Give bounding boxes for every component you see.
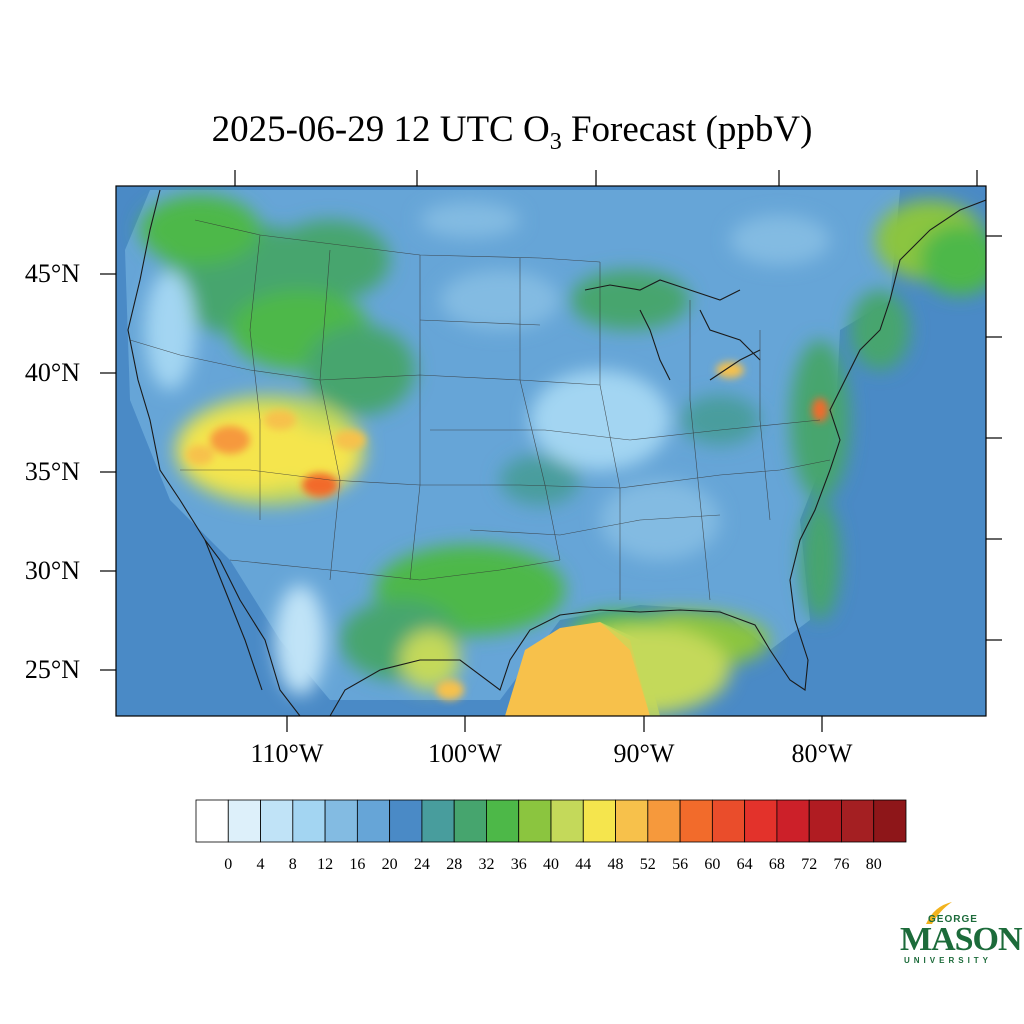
lat-label-25n: 25°N: [24, 655, 80, 684]
gmu-logo: GEORGE MASON UNIVERSITY: [896, 896, 1023, 968]
state-borders: [129, 219, 831, 601]
logo-mason-text: MASON: [900, 921, 1023, 958]
lon-label-80w: 80°W: [791, 739, 853, 768]
coastlines: [127, 189, 986, 716]
map-title: 2025-06-29 12 UTC O3 Forecast (ppbV): [0, 108, 1024, 155]
colorbar-label: 64: [736, 856, 753, 873]
logo-swoosh-icon: [926, 902, 952, 924]
colorbar-label: 20: [381, 856, 398, 873]
lon-label-90w: 90°W: [613, 739, 675, 768]
colorbar-label: 16: [349, 856, 366, 873]
lat-label-45n: 45°N: [24, 259, 80, 288]
left-ticks: [100, 273, 116, 671]
colorbar-label: 56: [672, 856, 689, 873]
title-prefix: 2025-06-29 12 UTC O: [211, 109, 550, 150]
lat-label-40n: 40°N: [24, 358, 80, 387]
colorbar-label: 28: [446, 856, 463, 873]
colorbar-label: 40: [543, 856, 559, 873]
colorbar-label: 8: [288, 856, 297, 873]
logo-george-text: GEORGE: [928, 914, 978, 925]
colorbar-label: 48: [607, 856, 624, 873]
logo-university-text: UNIVERSITY: [904, 956, 993, 965]
colorbar-label: 60: [704, 856, 721, 873]
lat-label-35n: 35°N: [24, 457, 80, 486]
ozone-field: [116, 186, 986, 716]
title-subscript: 3: [549, 129, 562, 155]
title-suffix: Forecast (ppbV): [561, 109, 813, 150]
colorbar-label: 44: [575, 856, 592, 873]
colorbar-label: 12: [317, 856, 334, 873]
colorbar-label: 68: [768, 856, 785, 873]
map-frame: [115, 185, 987, 717]
colorbar-label: 32: [478, 856, 495, 873]
colorbar-label: 24: [413, 856, 430, 873]
colorbar-label: 72: [801, 856, 818, 873]
top-ticks: [234, 170, 978, 186]
lon-label-110w: 110°W: [250, 739, 324, 768]
colorbar-label: 4: [256, 856, 265, 873]
colorbar-label: 36: [510, 856, 527, 873]
colorbar-label: 0: [224, 856, 233, 873]
lat-label-30n: 30°N: [24, 556, 80, 585]
colorbar-label: 80: [865, 856, 882, 873]
right-ticks: [986, 235, 1002, 641]
colorbar-label: 76: [833, 856, 850, 873]
colorbar-label: 52: [639, 856, 656, 873]
lon-label-100w: 100°W: [428, 739, 502, 768]
bottom-ticks: [286, 716, 823, 732]
